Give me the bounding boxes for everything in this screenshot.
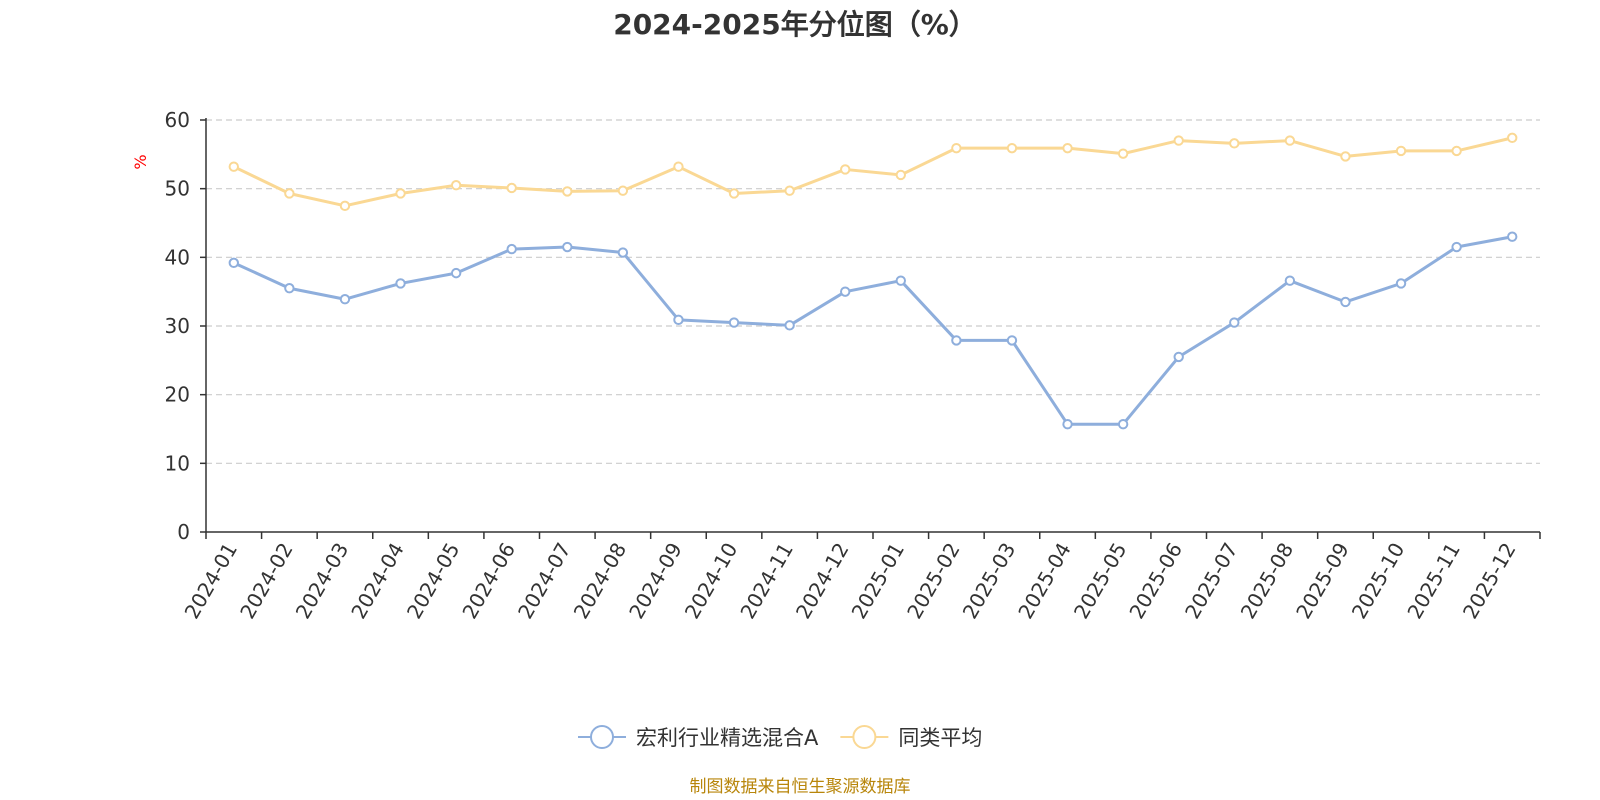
x-tick-label: 2024-11 — [735, 539, 798, 623]
x-tick-label: 2025-02 — [902, 539, 965, 623]
y-tick-label: 10 — [165, 451, 190, 475]
x-tick-label: 2024-03 — [291, 539, 354, 623]
data-point[interactable] — [895, 275, 906, 286]
data-point[interactable] — [339, 294, 351, 305]
data-point[interactable] — [673, 161, 684, 172]
data-point[interactable] — [1173, 135, 1184, 146]
data-point[interactable] — [450, 267, 462, 279]
x-tick-labels: 2024-012024-022024-032024-042024-052024-… — [180, 532, 1541, 623]
data-point[interactable] — [1451, 145, 1462, 157]
y-tick-label: 20 — [165, 383, 190, 407]
x-tick-label: 2024-07 — [513, 539, 576, 623]
legend-marker-icon — [590, 725, 614, 749]
data-point[interactable] — [1395, 278, 1407, 289]
legend-marker-icon — [852, 725, 877, 749]
x-tick-label: 2025-12 — [1458, 539, 1521, 623]
data-point[interactable] — [339, 200, 351, 212]
x-tick-label: 2024-02 — [235, 539, 298, 623]
legend-item-0[interactable]: 宏利行业精选混合A — [578, 725, 819, 750]
data-point[interactable] — [284, 188, 295, 199]
legend-label: 宏利行业精选混合A — [636, 726, 819, 750]
y-tick-label: 60 — [165, 108, 190, 132]
y-tick-label: 30 — [165, 314, 190, 338]
data-point[interactable] — [1229, 138, 1240, 149]
x-tick-label: 2024-09 — [624, 539, 687, 623]
x-tick-label: 2025-06 — [1124, 539, 1187, 623]
data-point[interactable] — [1284, 135, 1296, 146]
y-tick-label: 0 — [177, 520, 190, 544]
data-point[interactable] — [228, 257, 239, 269]
data-point[interactable] — [1006, 335, 1018, 346]
x-tick-label: 2024-12 — [791, 539, 854, 623]
data-point[interactable] — [1451, 241, 1462, 253]
y-tick-label: 40 — [165, 245, 190, 269]
x-tick-label: 2025-09 — [1291, 539, 1354, 623]
data-point[interactable] — [951, 335, 962, 346]
data-point[interactable] — [895, 169, 906, 181]
data-point[interactable] — [562, 186, 573, 197]
data-point[interactable] — [1340, 151, 1351, 162]
x-tick-label: 2024-10 — [680, 539, 743, 623]
legend[interactable]: 宏利行业精选混合A 同类平均 — [578, 725, 982, 750]
x-tick-label: 2025-04 — [1013, 539, 1076, 623]
data-point[interactable] — [1507, 231, 1518, 242]
data-point[interactable] — [1507, 132, 1518, 144]
data-point[interactable] — [1284, 275, 1296, 286]
data-point[interactable] — [728, 188, 740, 199]
x-tick-label: 2025-08 — [1236, 539, 1299, 623]
data-point[interactable] — [1229, 317, 1240, 328]
data-point[interactable] — [673, 314, 684, 326]
x-tick-label: 2024-06 — [457, 539, 520, 623]
series-line-1 — [233, 136, 1513, 208]
data-point[interactable] — [562, 241, 573, 253]
x-tick-label: 2024-05 — [402, 539, 465, 623]
data-source-note: 制图数据来自恒生聚源数据库 — [690, 777, 911, 797]
x-tick-label: 2025-11 — [1402, 539, 1465, 623]
axes — [205, 118, 1540, 533]
data-point[interactable] — [840, 286, 851, 297]
x-tick-label: 2025-03 — [958, 538, 1021, 622]
data-point[interactable] — [284, 283, 295, 294]
data-point[interactable] — [228, 161, 239, 172]
series-group — [228, 132, 1518, 430]
x-tick-label: 2025-07 — [1180, 539, 1243, 623]
data-point[interactable] — [506, 243, 517, 255]
data-point[interactable] — [1395, 145, 1407, 157]
legend-label: 同类平均 — [898, 726, 982, 750]
data-point[interactable] — [395, 278, 406, 289]
y-axis-label: % — [131, 154, 150, 169]
data-point[interactable] — [1117, 418, 1129, 430]
x-tick-label: 2024-01 — [180, 539, 243, 623]
legend-item-1[interactable]: 同类平均 — [840, 725, 982, 750]
y-tick-label: 50 — [165, 177, 190, 201]
data-point[interactable] — [617, 247, 629, 258]
series-line-0 — [233, 235, 1513, 426]
data-point[interactable] — [840, 164, 851, 175]
x-tick-label: 2025-01 — [847, 539, 910, 623]
data-point[interactable] — [395, 188, 406, 199]
data-point[interactable] — [784, 320, 795, 331]
data-point[interactable] — [1117, 148, 1129, 159]
data-point[interactable] — [951, 142, 962, 154]
data-point[interactable] — [617, 185, 629, 196]
data-point[interactable] — [1062, 142, 1073, 154]
y-tick-labels: 0 10 20 30 40 50 60 — [165, 108, 206, 544]
grid-lines — [206, 119, 1540, 464]
data-point[interactable] — [1006, 142, 1018, 154]
data-point[interactable] — [728, 317, 740, 328]
x-tick-label: 2025-05 — [1069, 539, 1132, 623]
data-point[interactable] — [1340, 296, 1351, 308]
data-point[interactable] — [1173, 351, 1184, 363]
data-point[interactable] — [784, 185, 795, 196]
data-point[interactable] — [450, 180, 462, 191]
x-tick-label: 2024-04 — [346, 539, 409, 623]
x-tick-label: 2024-08 — [569, 539, 632, 623]
data-point[interactable] — [506, 182, 517, 194]
data-point[interactable] — [1062, 418, 1073, 430]
chart-title: 2024-2025年分位图（%） — [613, 8, 977, 41]
x-tick-label: 2025-10 — [1347, 539, 1410, 623]
